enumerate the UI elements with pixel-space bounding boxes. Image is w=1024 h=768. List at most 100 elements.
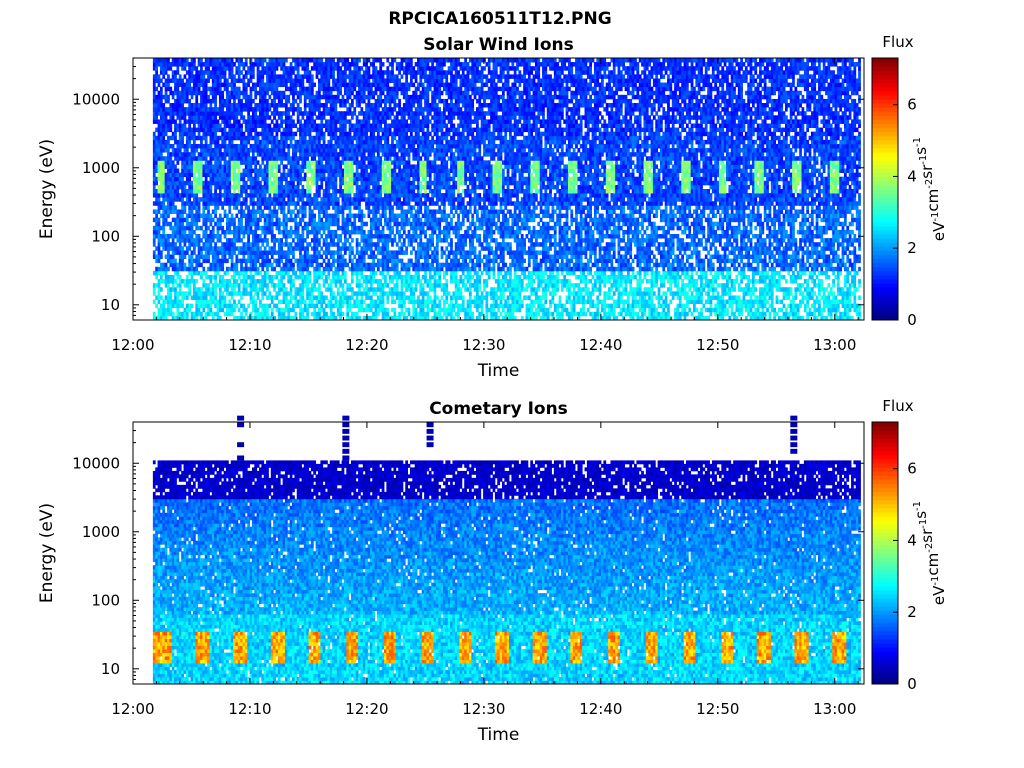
heatmap-cell <box>264 312 267 316</box>
heatmap-cell <box>448 308 451 312</box>
heatmap-cell <box>827 312 830 316</box>
heatmap-cell <box>476 304 479 308</box>
heatmap-cell <box>518 300 521 304</box>
heatmap-cell <box>217 304 220 308</box>
heatmap-cell <box>846 304 849 308</box>
heatmap-cell <box>660 312 663 316</box>
heatmap-cell <box>750 304 753 308</box>
heatmap-cell <box>422 312 425 316</box>
heatmap-cell <box>596 304 599 308</box>
heatmap-cell <box>830 304 833 308</box>
heatmap-cell <box>408 312 411 316</box>
heatmap-cell <box>698 312 701 316</box>
heatmap-cell <box>169 312 172 316</box>
heatmap-cell <box>794 304 797 308</box>
heatmap-cell <box>530 308 533 312</box>
heatmap-cell <box>356 304 359 308</box>
heatmap-cell <box>589 312 592 316</box>
heatmap-cell <box>533 304 536 308</box>
heatmap-cell <box>422 308 425 312</box>
heatmap-cell <box>231 308 234 312</box>
heatmap-cell <box>528 304 531 308</box>
heatmap-cell <box>493 308 496 312</box>
heatmap-cell <box>452 308 455 312</box>
heatmap-cell <box>662 308 665 312</box>
heatmap-cell <box>542 304 545 308</box>
heatmap-cell <box>181 312 184 316</box>
heatmap-cell <box>481 312 484 316</box>
heatmap-cell <box>549 312 552 316</box>
heatmap-cell <box>353 304 356 308</box>
heatmap-cell <box>580 312 583 316</box>
heatmap-cell <box>585 312 588 316</box>
heatmap-cell <box>436 312 439 316</box>
heatmap-cell <box>526 308 529 312</box>
heatmap-cell <box>254 308 257 312</box>
heatmap-cell <box>271 312 274 316</box>
heatmap-cell <box>561 312 564 316</box>
heatmap-cell <box>719 300 722 304</box>
heatmap-cell <box>497 308 500 312</box>
heatmap-cell <box>823 304 826 308</box>
heatmap-cell <box>743 304 746 308</box>
heatmap-cell <box>325 312 328 316</box>
heatmap-cell <box>219 308 222 312</box>
heatmap-cell <box>526 304 529 308</box>
heatmap-cell <box>195 312 198 316</box>
heatmap-cell <box>797 304 800 308</box>
heatmap-cell <box>481 304 484 308</box>
heatmap-cell <box>320 308 323 312</box>
heatmap-cell <box>412 312 415 316</box>
heatmap-cell <box>349 300 352 304</box>
heatmap-cell <box>450 308 453 312</box>
heatmap-cell <box>193 312 196 316</box>
heatmap-cell <box>309 304 312 308</box>
heatmap-cell <box>566 308 569 312</box>
heatmap-cell <box>592 312 595 316</box>
heatmap-cell <box>346 312 349 316</box>
heatmap-cell <box>603 312 606 316</box>
heatmap-cell <box>849 304 852 308</box>
heatmap-cell <box>504 304 507 308</box>
heatmap-cell <box>478 312 481 316</box>
heatmap-cell <box>200 300 203 304</box>
heatmap-cell <box>467 300 470 304</box>
heatmap-cell <box>377 300 380 304</box>
heatmap-cell <box>219 304 222 308</box>
heatmap-cell <box>375 308 378 312</box>
heatmap-cell <box>629 312 632 316</box>
heatmap-cell <box>419 312 422 316</box>
heatmap-cell <box>481 308 484 312</box>
heatmap-cell <box>596 308 599 312</box>
heatmap-cell <box>431 304 434 308</box>
heatmap-cell <box>278 308 281 312</box>
heatmap-cell <box>179 304 182 308</box>
heatmap-cell <box>658 300 661 304</box>
heatmap-cell <box>252 304 255 308</box>
heatmap-cell <box>429 300 432 304</box>
heatmap-cell <box>618 300 621 304</box>
heatmap-cell <box>240 304 243 308</box>
heatmap-cell <box>728 304 731 308</box>
heatmap-cell <box>766 308 769 312</box>
heatmap-cell <box>186 312 189 316</box>
heatmap-cell <box>582 312 585 316</box>
heatmap-cell <box>573 304 576 308</box>
heatmap-cell <box>261 312 264 316</box>
heatmap-cell <box>346 304 349 308</box>
heatmap-cell <box>740 308 743 312</box>
heatmap-cell <box>365 304 368 308</box>
heatmap-cell <box>212 312 215 316</box>
heatmap-cell <box>301 308 304 312</box>
heatmap-cell <box>610 304 613 308</box>
heatmap-cell <box>844 312 847 316</box>
heatmap-cell <box>518 304 521 308</box>
heatmap-cell <box>497 304 500 308</box>
heatmap-cell <box>745 308 748 312</box>
heatmap-cell <box>200 304 203 308</box>
heatmap-cell <box>259 312 262 316</box>
heatmap-cell <box>837 308 840 312</box>
heatmap-cell <box>620 308 623 312</box>
heatmap-cell <box>530 300 533 304</box>
heatmap-cell <box>813 304 816 308</box>
